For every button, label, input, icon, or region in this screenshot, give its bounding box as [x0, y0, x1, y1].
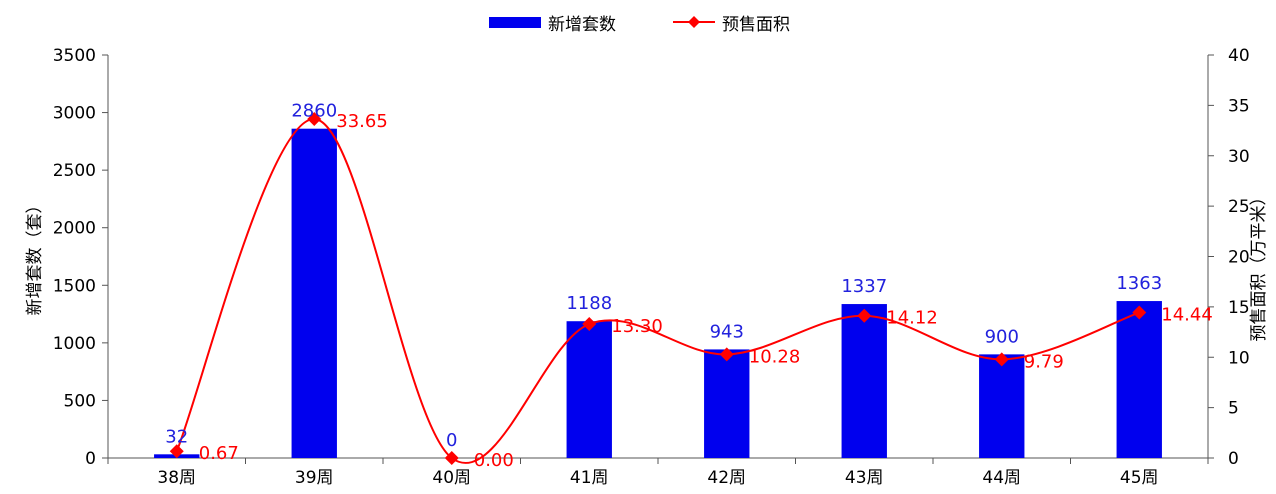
x-tick-label: 43周 [845, 468, 884, 488]
y2-tick-label: 15 [1228, 298, 1250, 318]
y-tick-label: 3000 [53, 104, 96, 124]
x-tick-label: 39周 [295, 468, 334, 488]
y-axis-title: 新增套数（套） [25, 197, 45, 316]
y2-tick-label: 5 [1228, 399, 1239, 419]
bar [291, 128, 337, 459]
bar-series [154, 128, 1162, 459]
line-value-label: 14.44 [1161, 305, 1213, 326]
line-point [582, 317, 597, 332]
y-tick-label: 2500 [53, 161, 96, 181]
bar [1116, 301, 1162, 458]
bar-value-label: 943 [710, 321, 744, 342]
bar-value-label: 0 [446, 430, 457, 451]
y2-axis-title: 预售面积（万平米） [1249, 189, 1269, 342]
axes: 0 500 1000 1500 2000 2500 3000 3500 0 5 10 15 20 25 30… [53, 46, 1250, 488]
bar-value-label: 900 [985, 326, 1019, 347]
y-tick-label: 0 [85, 449, 96, 469]
legend-line-marker [688, 16, 700, 28]
bar [704, 349, 750, 458]
line-point [444, 451, 459, 465]
line-point [857, 308, 872, 323]
y2-tick-label: 30 [1228, 147, 1250, 167]
bar [841, 304, 887, 458]
line-value-label: 9.79 [1024, 351, 1064, 372]
line-value-label: 0.00 [474, 450, 514, 471]
y-tick-label: 500 [64, 391, 96, 411]
y2-tick-label: 10 [1228, 348, 1250, 368]
y-tick-label: 2000 [53, 219, 96, 239]
line-point [1132, 305, 1147, 320]
legend-bar-label: 新增套数 [548, 15, 616, 35]
bar [979, 354, 1025, 458]
x-tick-label: 38周 [157, 468, 196, 488]
x-tick-label: 40周 [432, 468, 471, 488]
legend: 新增套数 预售面积 [489, 15, 790, 35]
bar-value-label: 2860 [291, 101, 337, 122]
bar-value-label: 1337 [841, 276, 887, 297]
y2-tick-label: 20 [1228, 248, 1250, 268]
y-tick-label: 1000 [53, 334, 96, 354]
line-value-label: 0.67 [199, 443, 239, 464]
line-value-label: 33.65 [336, 111, 388, 132]
x-tick-label: 44周 [982, 468, 1021, 488]
x-tick-label: 45周 [1120, 468, 1159, 488]
line-value-label: 14.12 [886, 308, 938, 329]
line-point [719, 347, 734, 362]
legend-bar-swatch [489, 17, 541, 28]
x-tick-label: 41周 [570, 468, 609, 488]
line-point [994, 352, 1009, 367]
x-tick-label: 42周 [707, 468, 746, 488]
legend-line-label: 预售面积 [722, 15, 790, 35]
y2-tick-label: 0 [1228, 449, 1239, 469]
y2-tick-label: 25 [1228, 197, 1250, 217]
bar-value-label: 32 [165, 426, 188, 447]
line-point [307, 111, 322, 126]
line-series [169, 111, 1147, 465]
line-value-label: 13.30 [611, 316, 663, 337]
y2-tick-label: 40 [1228, 46, 1250, 66]
y-tick-label: 3500 [53, 46, 96, 66]
line-value-label: 10.28 [749, 346, 801, 367]
bar [566, 321, 612, 458]
line-point [169, 444, 184, 459]
y-tick-label: 1500 [53, 276, 96, 296]
bar-value-label: 1188 [566, 293, 612, 314]
data-labels: 32 2860 0 1188 943 1337 900 1363 0.67 33.65 0.00 13… [165, 101, 1212, 471]
y2-tick-label: 35 [1228, 96, 1250, 116]
bar-value-label: 1363 [1116, 273, 1162, 294]
